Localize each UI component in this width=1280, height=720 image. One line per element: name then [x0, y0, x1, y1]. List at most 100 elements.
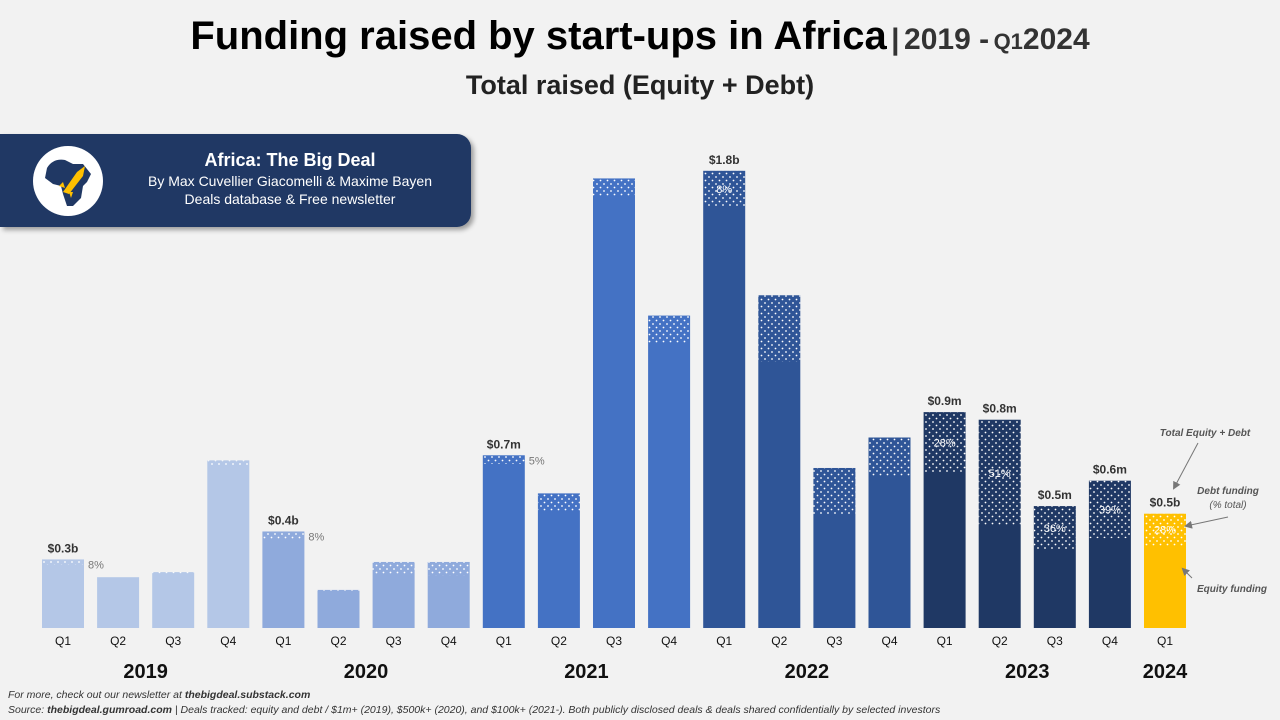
x-tick-label: Q1 — [275, 634, 291, 648]
bar-debt-17 — [978, 419, 1021, 526]
bar-total-10 — [593, 178, 635, 629]
title-separator: | — [891, 23, 900, 56]
title-range-start: 2019 - — [904, 23, 990, 56]
bar-debt-13 — [758, 295, 801, 362]
bar-debt-2 — [152, 572, 195, 574]
debt-pct-label: 8% — [716, 184, 732, 196]
annotation-debt-arrow — [1184, 516, 1229, 529]
x-tick-label: Q1 — [55, 634, 71, 648]
bar-total-11 — [648, 315, 691, 628]
bar-debt-7 — [427, 561, 470, 576]
x-tick-label: Q1 — [716, 634, 732, 648]
bar-total-1 — [97, 577, 140, 628]
x-tick-label: Q2 — [551, 634, 567, 648]
newsletter-link[interactable]: thebigdeal.substack.com — [184, 689, 311, 701]
x-tick-label: Q3 — [165, 634, 181, 648]
bar-debt-12 — [703, 170, 746, 208]
bar-debt-15 — [868, 437, 911, 476]
chart-title: Funding raised by start-ups in Africa | … — [0, 14, 1280, 59]
x-tick-label: Q4 — [1102, 634, 1118, 648]
bar-debt-19 — [1088, 480, 1131, 539]
banner-tagline: Deals database & Free newsletter — [184, 191, 396, 207]
bar-debt-4 — [262, 531, 305, 540]
debt-pct-label: 8% — [88, 559, 104, 571]
value-label: $0.7m — [487, 437, 521, 451]
title-range-q: Q1 — [993, 29, 1023, 54]
value-label: $0.8m — [983, 402, 1017, 416]
footer-line2-prefix: Source: — [8, 704, 45, 716]
footer-line1-prefix: For more, check out our newsletter at — [8, 689, 182, 701]
title-main: Funding raised by start-ups in Africa — [190, 14, 887, 58]
year-label: 2024 — [1143, 661, 1188, 683]
x-tick-label: Q2 — [330, 634, 346, 648]
bar-debt-9 — [537, 493, 580, 511]
x-tick-label: Q3 — [386, 634, 402, 648]
annotation-debt: Debt funding — [1197, 486, 1259, 497]
year-label: 2022 — [785, 661, 830, 683]
x-tick-label: Q2 — [110, 634, 126, 648]
value-label: $0.5b — [1150, 496, 1181, 510]
x-tick-label: Q1 — [937, 634, 953, 648]
annotation-debt-sub: (% total) — [1209, 500, 1246, 511]
debt-pct-label: 28% — [1154, 525, 1176, 537]
title-range-end: 2024 — [1022, 23, 1090, 56]
bar-debt-3 — [207, 460, 250, 466]
year-label: 2020 — [344, 661, 389, 683]
debt-pct-label: 36% — [1044, 523, 1066, 535]
bar-debt-20 — [1144, 513, 1186, 546]
chart-subtitle: Total raised (Equity + Debt) — [465, 70, 815, 100]
x-tick-label: Q2 — [771, 634, 787, 648]
year-label: 2023 — [1005, 661, 1050, 683]
bar-debt-18 — [1033, 506, 1076, 550]
debt-pct-label: 5% — [529, 455, 545, 467]
bar-total-8 — [482, 455, 525, 628]
bar-debt-10 — [593, 178, 635, 197]
bar-debt-8 — [482, 455, 525, 464]
x-tick-label: Q1 — [1157, 634, 1173, 648]
x-tick-label: Q4 — [220, 634, 236, 648]
year-label: 2019 — [123, 661, 168, 683]
bar-total-2 — [152, 572, 195, 628]
bar-debt-6 — [372, 561, 415, 574]
bar-debt-5 — [317, 589, 360, 591]
x-tick-label: Q4 — [661, 634, 677, 648]
banner-title: Africa: The Big Deal — [204, 150, 376, 170]
legend-annotations: Total Equity + Debt Debt funding (% tota… — [1160, 428, 1267, 595]
debt-pct-label: 39% — [1099, 504, 1121, 516]
brand-banner[interactable]: Africa: The Big Deal By Max Cuvellier Gi… — [0, 134, 471, 227]
bar-debt-11 — [648, 315, 691, 344]
value-label: $0.5m — [1038, 488, 1072, 502]
annotation-equity: Equity funding — [1197, 584, 1267, 595]
source-link[interactable]: thebigdeal.gumroad.com — [47, 704, 172, 716]
value-label: $1.8b — [709, 153, 740, 167]
footer-source: Source: thebigdeal.gumroad.com | Deals t… — [8, 704, 940, 716]
africa-rocket-logo-icon — [33, 146, 103, 216]
x-tick-label: Q3 — [606, 634, 622, 648]
annotation-total: Total Equity + Debt — [1160, 428, 1251, 439]
annotation-equity-arrow — [1181, 567, 1193, 579]
x-tick-label: Q4 — [881, 634, 897, 648]
bar-debt-0 — [42, 559, 84, 565]
annotation-total-arrow — [1173, 442, 1199, 490]
value-label: $0.4b — [268, 513, 299, 527]
x-tick-label: Q1 — [496, 634, 512, 648]
x-tick-label: Q2 — [992, 634, 1008, 648]
value-label: $0.9m — [928, 394, 962, 408]
bar-debt-16 — [923, 412, 966, 473]
bar-total-4 — [262, 531, 305, 628]
value-label: $0.6m — [1093, 463, 1127, 477]
footer-line2-rest: | Deals tracked: equity and debt / $1m+ … — [174, 704, 941, 716]
debt-pct-label: 51% — [989, 468, 1011, 480]
x-tick-label: Q4 — [441, 634, 457, 648]
bar-total-0 — [42, 559, 84, 628]
bar-total-5 — [317, 589, 360, 628]
banner-authors: By Max Cuvellier Giacomelli & Maxime Bay… — [148, 173, 432, 189]
year-label: 2021 — [564, 661, 609, 683]
x-tick-label: Q3 — [1047, 634, 1063, 648]
footer-newsletter: For more, check out our newsletter at th… — [8, 689, 310, 701]
debt-pct-label: 28% — [934, 437, 956, 449]
bar-debt-14 — [813, 467, 856, 515]
bar-total-3 — [207, 460, 250, 628]
debt-pct-label: 8% — [308, 531, 324, 543]
